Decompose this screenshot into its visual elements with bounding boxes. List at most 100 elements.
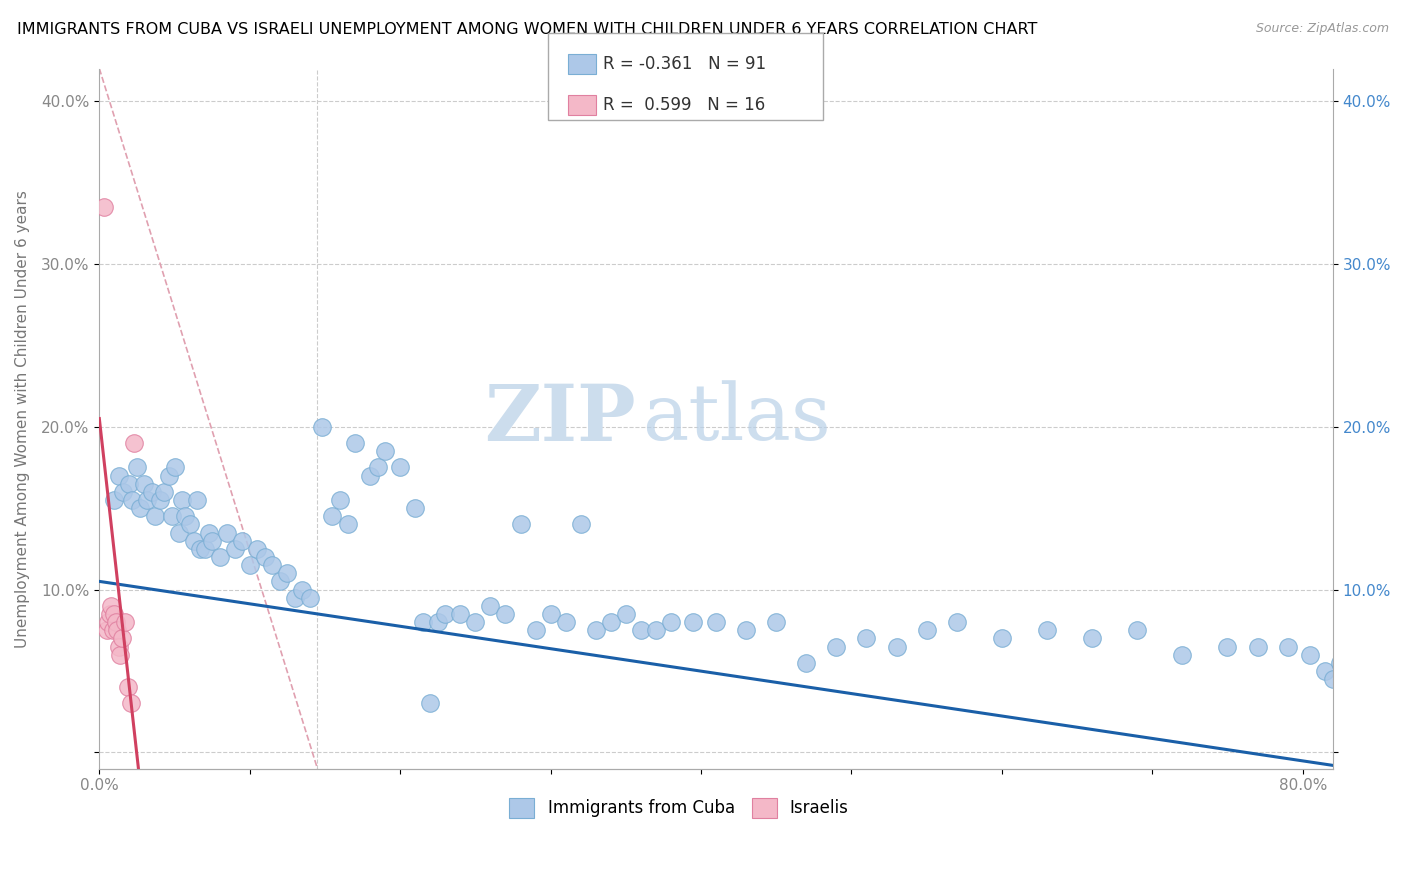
Point: [554, 615, 576, 629]
Point: [97, 615, 120, 629]
Point: [105, 624, 128, 638]
Point: [704, 615, 727, 629]
Point: [160, 509, 183, 524]
Point: [509, 517, 531, 532]
Point: [585, 624, 607, 638]
Point: [153, 484, 176, 499]
Point: [198, 525, 221, 540]
Point: [495, 607, 517, 621]
Point: [449, 607, 471, 621]
Point: [991, 632, 1014, 646]
Point: [1081, 632, 1104, 646]
Legend: Immigrants from Cuba, Israelis: Immigrants from Cuba, Israelis: [503, 791, 855, 825]
Point: [136, 493, 159, 508]
Text: R = -0.361   N = 91: R = -0.361 N = 91: [603, 55, 766, 73]
Point: [344, 436, 367, 450]
Point: [103, 607, 125, 621]
Point: [224, 541, 246, 556]
Point: [103, 493, 125, 508]
Point: [419, 697, 441, 711]
Text: R =  0.599   N = 16: R = 0.599 N = 16: [603, 96, 765, 114]
Text: ZIP: ZIP: [484, 381, 636, 457]
Point: [630, 624, 652, 638]
Point: [886, 640, 908, 654]
Point: [101, 624, 124, 638]
Point: [134, 476, 156, 491]
Point: [298, 591, 321, 605]
Point: [121, 493, 143, 508]
Point: [1216, 640, 1239, 654]
Point: [659, 615, 682, 629]
Point: [239, 558, 262, 573]
Point: [434, 607, 457, 621]
Point: [246, 541, 269, 556]
Point: [108, 640, 131, 654]
Point: [186, 493, 208, 508]
Point: [1329, 656, 1351, 670]
Point: [112, 484, 135, 499]
Point: [120, 697, 142, 711]
Point: [114, 615, 136, 629]
Point: [1246, 640, 1268, 654]
Point: [122, 436, 145, 450]
Point: [1299, 648, 1322, 662]
Point: [217, 525, 239, 540]
Point: [367, 460, 389, 475]
Point: [1277, 640, 1299, 654]
Point: [253, 549, 276, 564]
Point: [569, 517, 592, 532]
Point: [412, 615, 434, 629]
Point: [374, 444, 396, 458]
Point: [426, 615, 449, 629]
Point: [118, 476, 141, 491]
Point: [231, 533, 253, 548]
Point: [1036, 624, 1059, 638]
Point: [1126, 624, 1149, 638]
Point: [945, 615, 967, 629]
Point: [311, 419, 333, 434]
Text: atlas: atlas: [643, 381, 831, 457]
Point: [110, 648, 132, 662]
Point: [291, 582, 314, 597]
Point: [174, 509, 197, 524]
Point: [540, 607, 562, 621]
Point: [524, 624, 547, 638]
Point: [855, 632, 877, 646]
Point: [157, 468, 180, 483]
Point: [1322, 672, 1344, 686]
Point: [479, 599, 502, 613]
Point: [825, 640, 848, 654]
Point: [765, 615, 787, 629]
Point: [98, 607, 121, 621]
Point: [194, 541, 217, 556]
Point: [179, 517, 201, 532]
Point: [1337, 664, 1360, 678]
Point: [96, 624, 118, 638]
Point: [464, 615, 486, 629]
Point: [117, 680, 139, 694]
Point: [1171, 648, 1194, 662]
Point: [143, 509, 166, 524]
Point: [336, 517, 359, 532]
Point: [104, 615, 127, 629]
Point: [208, 549, 231, 564]
Text: IMMIGRANTS FROM CUBA VS ISRAELI UNEMPLOYMENT AMONG WOMEN WITH CHILDREN UNDER 6 Y: IMMIGRANTS FROM CUBA VS ISRAELI UNEMPLOY…: [17, 22, 1038, 37]
Point: [644, 624, 666, 638]
Point: [125, 460, 148, 475]
Point: [735, 624, 758, 638]
Point: [794, 656, 817, 670]
Point: [389, 460, 412, 475]
Point: [276, 566, 298, 581]
Point: [183, 533, 205, 548]
Point: [188, 541, 211, 556]
Y-axis label: Unemployment Among Women with Children Under 6 years: Unemployment Among Women with Children U…: [15, 190, 30, 648]
Point: [269, 574, 291, 589]
Point: [93, 200, 115, 214]
Point: [148, 493, 170, 508]
Point: [359, 468, 381, 483]
Point: [170, 493, 193, 508]
Point: [682, 615, 704, 629]
Point: [108, 468, 131, 483]
Point: [614, 607, 637, 621]
Point: [262, 558, 284, 573]
